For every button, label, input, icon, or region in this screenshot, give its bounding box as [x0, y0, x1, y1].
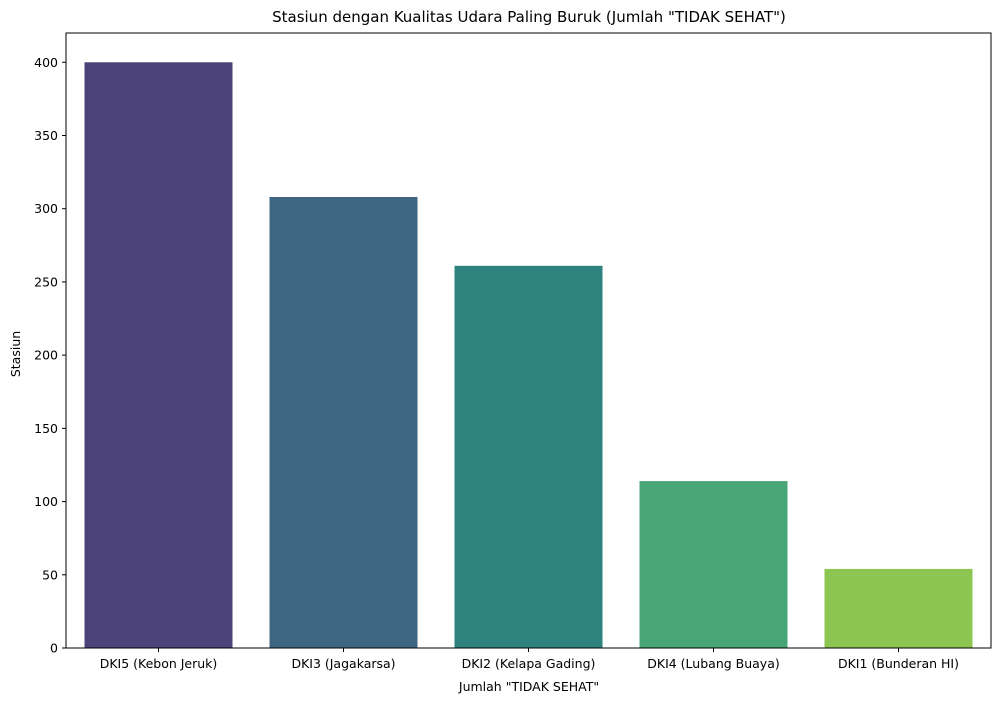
bar-3 [454, 265, 603, 648]
bar-2 [269, 197, 418, 648]
bar-1 [84, 62, 233, 649]
y-tick-label: 150 [34, 421, 58, 436]
x-tick-label: DKI5 (Kebon Jeruk) [100, 656, 218, 671]
x-tick-label: DKI3 (Jagakarsa) [291, 656, 395, 671]
bar-4 [639, 481, 788, 648]
x-tick-label: DKI4 (Lubang Buaya) [647, 656, 780, 671]
y-axis-label: Stasiun [8, 331, 23, 377]
y-tick-label: 200 [34, 348, 58, 363]
y-axis: 0 50 100 150 200 250 300 350 400 [34, 55, 66, 656]
y-tick-label: 50 [42, 567, 58, 582]
x-axis: DKI5 (Kebon Jeruk) DKI3 (Jagakarsa) DKI2 (… [100, 648, 959, 671]
y-tick-label: 350 [34, 128, 58, 143]
x-axis-label: Jumlah "TIDAK SEHAT" [458, 679, 599, 694]
y-tick-label: 250 [34, 274, 58, 289]
y-tick-label: 0 [50, 641, 58, 656]
x-tick-label: DKI1 (Bunderan HI) [838, 656, 959, 671]
y-tick-label: 300 [34, 201, 58, 216]
bar-5 [824, 568, 973, 648]
bars-layer [84, 62, 973, 649]
y-tick-label: 400 [34, 55, 58, 70]
x-tick-label: DKI2 (Kelapa Gading) [462, 656, 596, 671]
chart-title: Stasiun dengan Kualitas Udara Paling Bur… [272, 8, 786, 26]
y-tick-label: 100 [34, 494, 58, 509]
plot-frame [65, 32, 992, 649]
